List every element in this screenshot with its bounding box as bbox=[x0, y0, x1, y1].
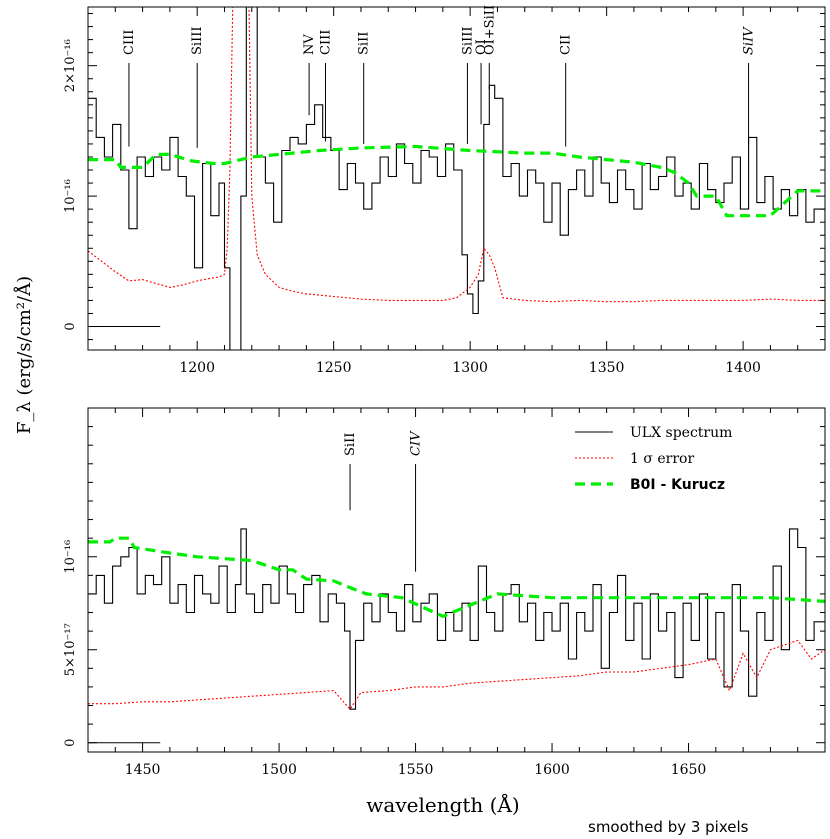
bottom-y-tick-label: 5×10⁻¹⁷ bbox=[63, 623, 78, 676]
top-annotation-label: SiIII bbox=[460, 27, 475, 55]
top-x-tick-label: 1350 bbox=[589, 360, 625, 376]
top-annotation-label: CII bbox=[559, 35, 574, 55]
x-axis-label: wavelength (Å) bbox=[366, 792, 519, 817]
bottom-x-tick-label: 1650 bbox=[671, 762, 707, 778]
top-annotation-label: CIII bbox=[318, 30, 333, 55]
top-x-tick-label: 1200 bbox=[179, 360, 215, 376]
bottom-x-tick-label: 1600 bbox=[534, 762, 570, 778]
bottom-series-error bbox=[88, 639, 825, 711]
bottom-y-tick-label: 10⁻¹⁶ bbox=[63, 540, 78, 574]
top-x-tick-label: 1300 bbox=[452, 360, 488, 376]
top-x-tick-label: 1400 bbox=[725, 360, 761, 376]
top-annotation-label: CIII bbox=[122, 30, 137, 55]
top-series-model bbox=[88, 144, 825, 218]
top-annotation-label: OI bbox=[474, 39, 489, 55]
top-y-tick-label: 2×10⁻¹⁶ bbox=[63, 39, 78, 92]
top-panel: 1200 1250 1300 1350 1400 0 10⁻¹⁶ 2×10⁻¹⁶ CIII SiI… bbox=[63, 5, 826, 376]
top-series-spectrum bbox=[88, 7, 825, 350]
footnote: smoothed by 3 pixels bbox=[588, 818, 749, 836]
top-annotation-label: SiIV bbox=[742, 26, 757, 55]
bottom-panel: 1450 1500 1550 1600 1650 0 5×10⁻¹⁷ 10⁻¹⁶ SiII CIV… bbox=[63, 407, 826, 778]
bottom-x-tick-label: 1500 bbox=[261, 762, 297, 778]
bottom-plot-frame bbox=[87, 407, 826, 753]
top-plot-frame bbox=[87, 6, 826, 351]
bottom-annotation-label: CIV bbox=[409, 430, 424, 456]
legend-label-error: 1 σ error bbox=[630, 451, 694, 467]
bottom-y-tick-label: 0 bbox=[63, 739, 78, 747]
top-annotation-label: NV bbox=[302, 34, 317, 55]
bottom-x-tick-label: 1550 bbox=[398, 762, 434, 778]
y-axis-label: F_λ (erg/s/cm²/Å) bbox=[13, 276, 35, 434]
top-y-tick-label: 0 bbox=[63, 322, 78, 330]
legend-label-spectrum: ULX spectrum bbox=[630, 425, 732, 441]
bottom-series-model bbox=[88, 536, 825, 619]
top-annotation-label: SiII bbox=[357, 32, 372, 55]
top-annotation-label: OI+SiII bbox=[482, 5, 497, 55]
top-annotation-label: SiIII bbox=[190, 27, 205, 55]
bottom-annotation-label: SiII bbox=[343, 433, 358, 456]
top-y-tick-label: 10⁻¹⁶ bbox=[63, 179, 78, 213]
top-series-error bbox=[88, 7, 825, 303]
legend-label-model: B0I - Kurucz bbox=[630, 477, 725, 493]
top-x-tick-label: 1250 bbox=[316, 360, 352, 376]
bottom-x-tick-label: 1450 bbox=[125, 762, 161, 778]
